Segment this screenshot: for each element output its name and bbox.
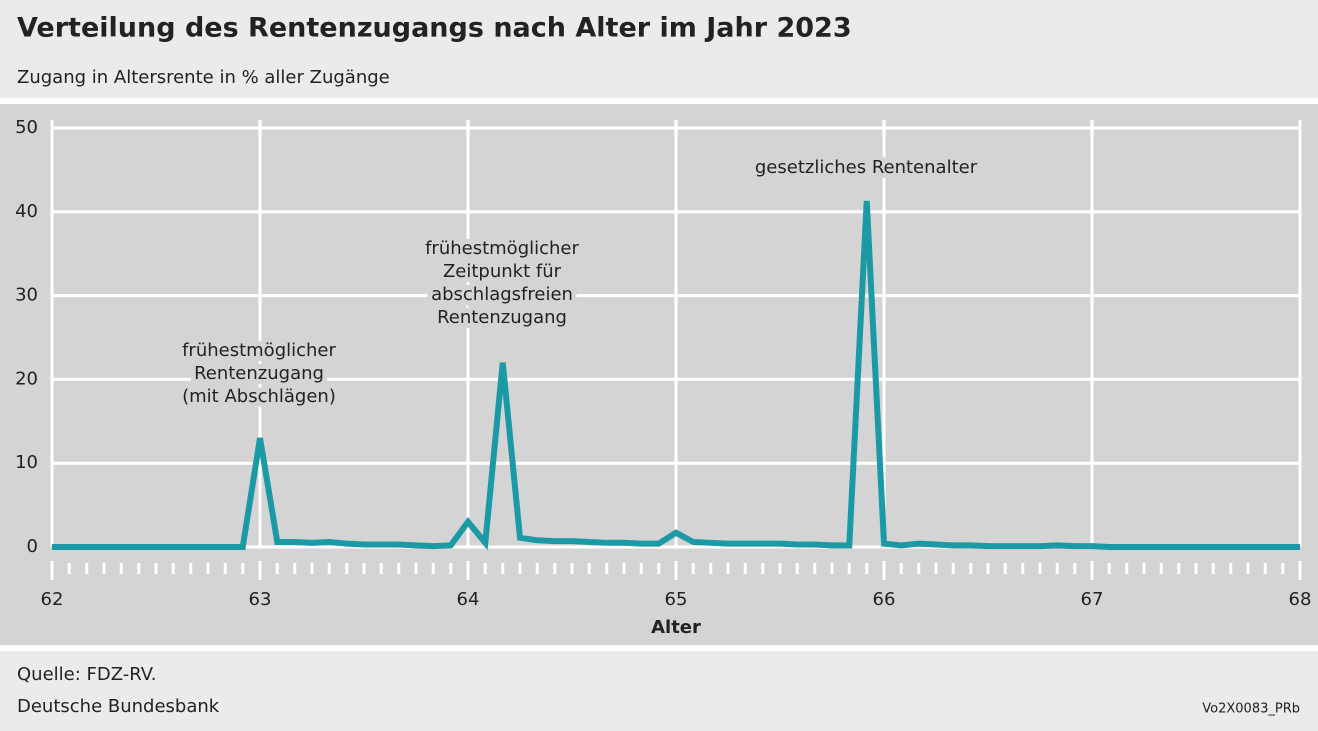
annotation: frühestmöglicher <box>182 340 336 361</box>
x-tick-label: 66 <box>873 589 896 610</box>
separator <box>0 98 1318 104</box>
annotation: Rentenzugang <box>194 363 324 384</box>
x-axis-label: Alter <box>651 617 701 638</box>
source: Quelle: FDZ-RV. <box>17 664 156 685</box>
annotation: Rentenzugang <box>437 307 567 328</box>
x-tick-label: 62 <box>41 589 64 610</box>
chart-title: Verteilung des Rentenzugangs nach Alter … <box>17 13 852 44</box>
annotation: (mit Abschlägen) <box>182 386 336 407</box>
chart-subtitle: Zugang in Altersrente in % aller Zugänge <box>17 67 390 88</box>
publisher: Deutsche Bundesbank <box>17 696 220 717</box>
y-tick-label: 10 <box>15 452 38 473</box>
annotation: abschlagsfreien <box>431 284 573 305</box>
chart-code: Vo2X0083_PRb <box>1202 702 1300 717</box>
y-tick-label: 50 <box>15 117 38 138</box>
annotation: gesetzliches Rentenalter <box>755 157 978 178</box>
x-tick-label: 63 <box>249 589 272 610</box>
separator <box>0 645 1318 651</box>
x-tick-label: 65 <box>665 589 688 610</box>
x-tick-label: 68 <box>1289 589 1312 610</box>
x-tick-label: 64 <box>457 589 480 610</box>
annotation: frühestmöglicher <box>425 238 579 259</box>
x-tick-label: 67 <box>1081 589 1104 610</box>
y-tick-label: 40 <box>15 201 38 222</box>
data-line <box>52 200 1300 551</box>
y-tick-label: 20 <box>15 368 38 389</box>
y-tick-label: 30 <box>15 285 38 306</box>
y-tick-label: 0 <box>27 536 38 557</box>
annotation: Zeitpunkt für <box>443 261 562 282</box>
plot-panel <box>0 104 1318 645</box>
